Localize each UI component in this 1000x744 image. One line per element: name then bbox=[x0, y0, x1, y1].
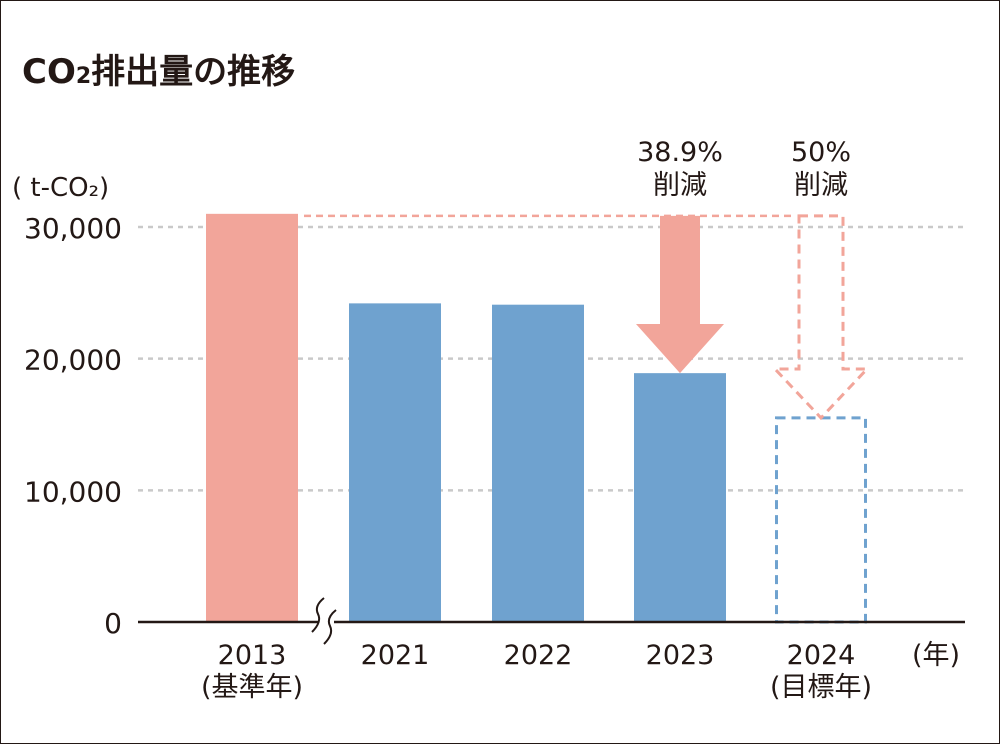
reduction-label: 削減 bbox=[653, 170, 707, 201]
title-prefix: CO bbox=[22, 52, 76, 92]
bar-actual bbox=[349, 303, 441, 622]
bars bbox=[206, 213, 867, 624]
y-tick-label: 0 bbox=[104, 607, 122, 640]
reduction-label: 削減 bbox=[794, 170, 848, 201]
bar-actual bbox=[634, 373, 726, 622]
bar-base bbox=[206, 213, 298, 623]
x-tick-label: 2023 bbox=[646, 640, 715, 671]
reduction-arrows bbox=[636, 214, 871, 421]
title-subscript: 2 bbox=[75, 64, 92, 89]
labels: ( t-CO₂) (年) 010,00020,00030,00038.9%削減5… bbox=[12, 137, 960, 703]
x-axis bbox=[138, 597, 965, 645]
y-axis-unit-label: ( t-CO₂) bbox=[12, 173, 109, 203]
chart-title: CO2排出量の推移 bbox=[22, 44, 295, 93]
reduction-arrow-dashed bbox=[771, 214, 871, 421]
x-tick-label: 2013 bbox=[218, 640, 287, 671]
axis-break-mark bbox=[311, 597, 325, 633]
x-tick-label: 2022 bbox=[504, 640, 573, 671]
reduction-label: 38.9% bbox=[637, 137, 723, 168]
x-tick-label: 2024 bbox=[787, 640, 856, 671]
title-suffix: 排出量の推移 bbox=[91, 52, 296, 92]
bar-actual bbox=[492, 304, 584, 622]
reduction-label: 50% bbox=[791, 137, 851, 168]
axis-break-mark bbox=[323, 609, 337, 645]
y-tick-label: 20,000 bbox=[24, 344, 122, 377]
x-axis-unit-label: (年) bbox=[912, 640, 960, 671]
x-tick-label: (目標年) bbox=[770, 672, 872, 703]
bar-target bbox=[775, 416, 867, 624]
y-tick-label: 30,000 bbox=[24, 212, 122, 245]
reduction-arrow-solid bbox=[636, 215, 724, 374]
x-tick-label: 2021 bbox=[361, 640, 430, 671]
x-tick-label: (基準年) bbox=[201, 672, 303, 703]
y-tick-label: 10,000 bbox=[24, 475, 122, 508]
